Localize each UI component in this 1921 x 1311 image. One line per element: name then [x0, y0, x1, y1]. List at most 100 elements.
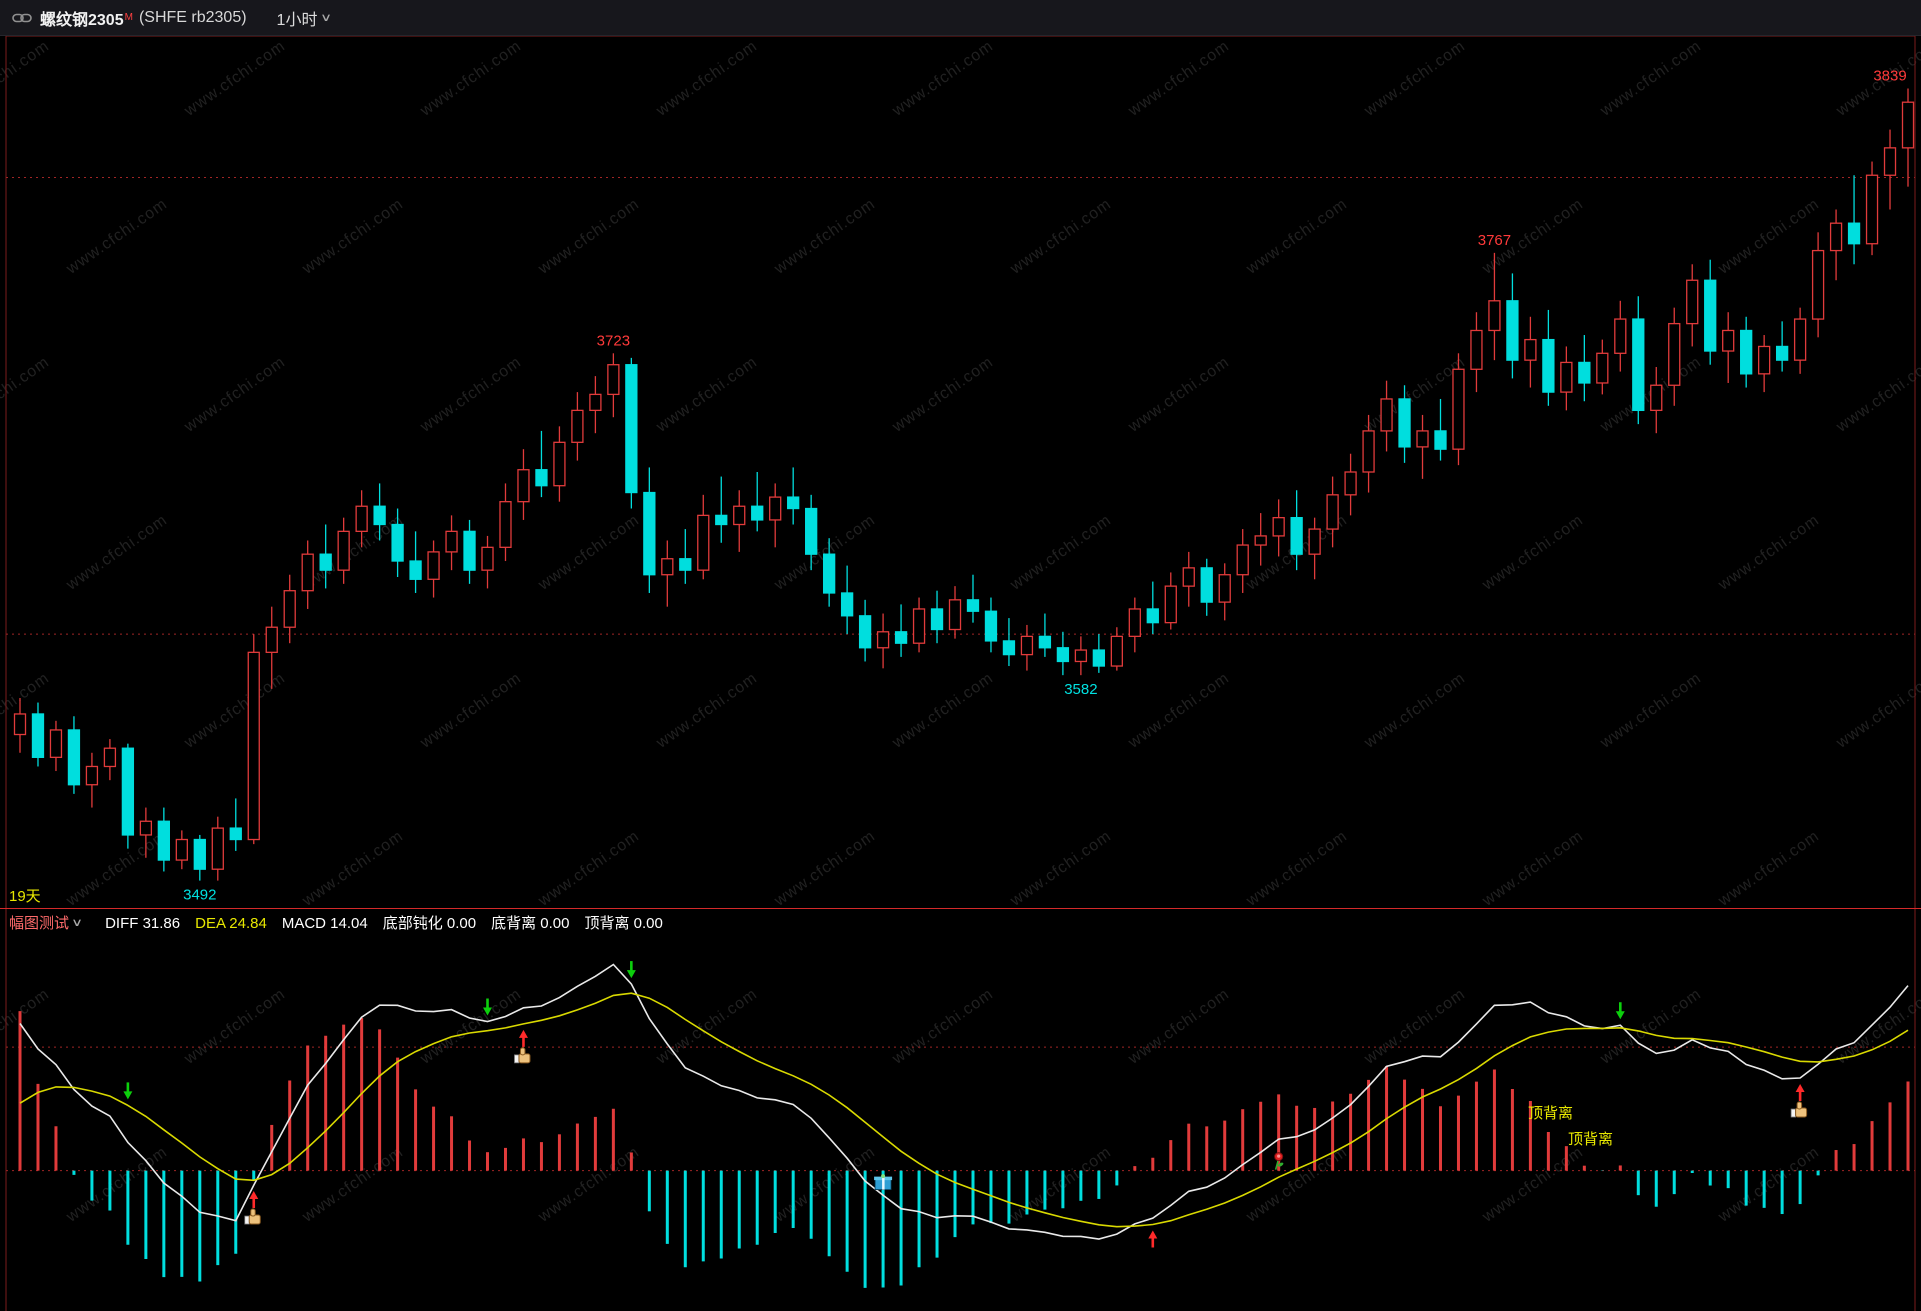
diff-line [19, 963, 1909, 1240]
symbol-flag: M [124, 12, 133, 23]
sell-signal-arrow [483, 998, 493, 1016]
candle-up [1254, 535, 1267, 546]
rose-icon [1274, 1152, 1284, 1170]
candle-up [948, 599, 962, 631]
toolbar: 螺纹钢2305 M (SHFE rb2305) 1小时 ∨ [0, 0, 1921, 36]
chevron-down-icon: ∨ [320, 12, 333, 24]
candle-down [1847, 222, 1861, 245]
candle-up [1308, 528, 1321, 555]
candle-down [229, 827, 242, 841]
candle-down [1434, 430, 1447, 450]
candle-up [1596, 352, 1609, 384]
candle-up [355, 505, 368, 533]
chevron-down-icon: ∨ [71, 917, 84, 929]
candle-down [984, 610, 998, 642]
candle-up [1182, 567, 1195, 587]
candle-down [1542, 338, 1555, 393]
candle-down [1038, 635, 1052, 649]
candle-up [1470, 329, 1483, 370]
candle-up [211, 827, 224, 870]
candle-up [175, 838, 188, 861]
price-label: 3492 [183, 887, 216, 904]
candle-down [1056, 647, 1070, 663]
indicator-fields: DIFF 31.86 DEA 24.84 MACD 14.04 底部钝化 0.00 底背… [105, 912, 678, 933]
candle-up [1650, 384, 1663, 412]
candle-down [894, 631, 908, 644]
price-label: 3582 [1064, 681, 1097, 698]
indicator-field-DIFF: DIFF 31.86 [105, 915, 181, 932]
candle-up [876, 631, 890, 649]
candle-up [571, 409, 584, 443]
link-icon[interactable] [12, 11, 32, 25]
candle-up [85, 765, 99, 786]
timeframe-label: 1小时 [276, 11, 318, 29]
candle-up [1488, 300, 1501, 332]
candle-up [1164, 585, 1177, 624]
indicator-field-底部钝化: 底部钝化 0.00 [382, 915, 477, 932]
candle-down [319, 553, 332, 571]
candle-up [1793, 318, 1807, 361]
candle-up [481, 546, 494, 571]
candle-up [265, 626, 278, 653]
candle-up [607, 364, 620, 396]
candle-down [31, 713, 45, 758]
candle-down [157, 820, 170, 861]
candle-up [912, 608, 926, 644]
timeframe-selector[interactable]: 1小时 ∨ [276, 6, 333, 30]
candle-down [193, 838, 206, 870]
candle-down [121, 747, 135, 836]
candle-down [679, 558, 692, 571]
indicator-header: 幅图测试 ∨ DIFF 31.86 DEA 24.84 MACD 14.04 底部钝化… [0, 908, 1921, 936]
macd-histogram [18, 1011, 1910, 1288]
price-annotations: 3492 3723 3582 3767 3839 19天 [9, 68, 1907, 905]
indicator-name[interactable]: 幅图测试 ∨ [9, 912, 84, 933]
buy-signal-arrow [249, 1191, 259, 1209]
buy-signal-arrow [1795, 1084, 1805, 1102]
candle-up [247, 651, 260, 841]
candle-up [337, 530, 350, 571]
candle-up [1883, 147, 1897, 176]
sell-signal-arrow [626, 961, 636, 979]
indicator-field-DEA: DEA 24.84 [195, 915, 267, 932]
candle-up [1560, 361, 1573, 393]
chart-frame [5, 35, 1916, 1311]
candle-up [1686, 279, 1699, 325]
indicator-field-MACD: MACD 14.04 [281, 915, 368, 932]
candle-down [535, 469, 548, 487]
candle-down [787, 496, 800, 510]
candle-up [1524, 338, 1537, 361]
candle-up [1326, 494, 1339, 530]
candle-up [1722, 329, 1735, 352]
candle-up [49, 729, 63, 758]
candle-up [1110, 635, 1123, 667]
thumb-up-icon [1790, 1101, 1808, 1118]
candle-up [1668, 322, 1681, 386]
candle-down [643, 491, 656, 576]
indicator-name-label: 幅图测试 [9, 915, 70, 932]
candle-down [805, 507, 818, 555]
thumb-up-icon [514, 1047, 531, 1064]
candle-down [463, 530, 476, 571]
candle-up [1416, 430, 1429, 448]
candle-up [1758, 345, 1771, 375]
candle-up [139, 820, 153, 836]
candle-up [103, 747, 117, 768]
divergence-label: 顶背离 [1568, 1131, 1613, 1148]
dea-line [19, 992, 1909, 1228]
candle-up [1865, 174, 1879, 245]
candle-up [13, 713, 27, 736]
buy-signal-arrow [1148, 1230, 1158, 1248]
candle-down [1002, 640, 1016, 656]
candle-up [301, 553, 314, 592]
candle-up [697, 514, 710, 571]
symbol-name: 螺纹钢2305 [40, 11, 124, 29]
candle-down [1200, 567, 1213, 603]
candle-up [283, 590, 296, 628]
thumb-up-icon [244, 1208, 261, 1225]
candle-down [715, 514, 728, 526]
candle-up [733, 505, 746, 526]
candle-up [517, 469, 530, 503]
days-count-label: 19天 [9, 888, 41, 905]
candle-up [661, 558, 674, 576]
